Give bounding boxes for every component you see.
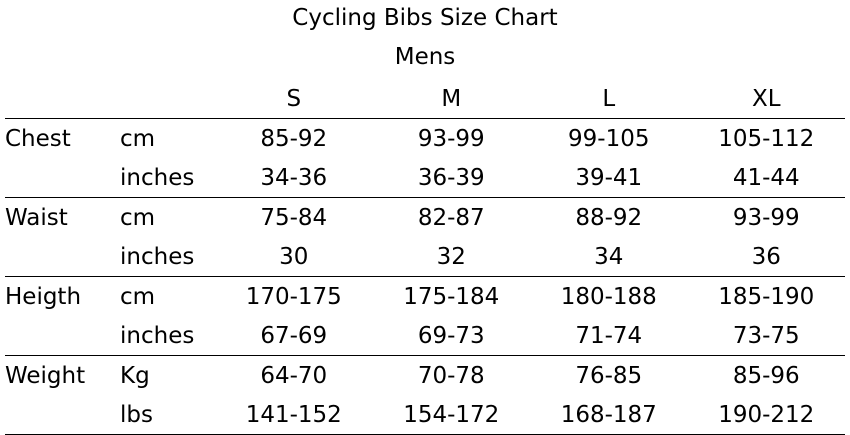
measure-label-weight: Weight	[5, 355, 120, 395]
table-row: Heigth cm 170-175 175-184 180-188 185-19…	[5, 276, 845, 316]
measure-label-chest: Chest	[5, 118, 120, 158]
value-cell: 39-41	[575, 164, 643, 191]
unit-label: cm	[120, 276, 215, 316]
value-cell: 185-190	[687, 276, 845, 316]
value-cell: 170-175	[215, 276, 373, 316]
size-header-l: L	[602, 85, 616, 112]
value-cell: 105-112	[687, 118, 845, 158]
header-blank-cell	[120, 79, 215, 119]
value-cell: 88-92	[530, 197, 688, 237]
unit-label: inches	[120, 164, 195, 191]
unit-label: lbs	[120, 395, 215, 435]
size-header-s: S	[286, 85, 302, 112]
unit-label: inches	[120, 322, 195, 349]
size-table: S M L XL Chest cm 85-92 93-99 99-105 105…	[5, 79, 845, 435]
size-header-row: S M L XL	[5, 79, 845, 119]
table-row: Waist cm 75-84 82-87 88-92 93-99	[5, 197, 845, 237]
unit-label: cm	[120, 118, 215, 158]
measure-label-empty	[5, 395, 120, 435]
measure-label-waist: Waist	[5, 197, 120, 237]
unit-label: inches	[120, 243, 195, 270]
table-row: inches 34-36 36-39 39-41 41-44	[5, 158, 845, 198]
value-cell: 85-92	[215, 118, 373, 158]
value-cell: 30	[279, 243, 309, 270]
table-row: Weight Kg 64-70 70-78 76-85 85-96	[5, 355, 845, 395]
value-cell: 71-74	[575, 322, 643, 349]
value-cell: 34-36	[260, 164, 328, 191]
header-blank-cell	[5, 79, 120, 119]
size-header-xl: XL	[751, 85, 781, 112]
unit-label: Kg	[120, 355, 215, 395]
table-row: inches 67-69 69-73 71-74 73-75	[5, 316, 845, 356]
value-cell: 73-75	[732, 322, 800, 349]
value-cell: 175-184	[372, 276, 530, 316]
value-cell: 180-188	[530, 276, 688, 316]
value-cell: 76-85	[530, 355, 688, 395]
measure-label-empty	[5, 237, 120, 277]
value-cell: 168-187	[530, 395, 688, 435]
value-cell: 93-99	[372, 118, 530, 158]
unit-label: cm	[120, 197, 215, 237]
table-row: inches 30 32 34 36	[5, 237, 845, 277]
value-cell: 85-96	[687, 355, 845, 395]
value-cell: 70-78	[372, 355, 530, 395]
value-cell: 36-39	[417, 164, 485, 191]
value-cell: 93-99	[687, 197, 845, 237]
value-cell: 34	[594, 243, 624, 270]
measure-label-height: Heigth	[5, 276, 120, 316]
size-header-m: M	[441, 85, 462, 112]
table-row: lbs 141-152 154-172 168-187 190-212	[5, 395, 845, 435]
value-cell: 32	[436, 243, 466, 270]
value-cell: 41-44	[732, 164, 800, 191]
table-row: Chest cm 85-92 93-99 99-105 105-112	[5, 118, 845, 158]
value-cell: 75-84	[215, 197, 373, 237]
value-cell: 64-70	[215, 355, 373, 395]
value-cell: 99-105	[530, 118, 688, 158]
chart-subtitle: Mens	[394, 44, 456, 70]
value-cell: 69-73	[417, 322, 485, 349]
value-cell: 82-87	[372, 197, 530, 237]
value-cell: 190-212	[687, 395, 845, 435]
value-cell: 141-152	[215, 395, 373, 435]
chart-title: Cycling Bibs Size Chart	[292, 5, 558, 31]
value-cell: 154-172	[372, 395, 530, 435]
value-cell: 36	[751, 243, 781, 270]
value-cell: 67-69	[260, 322, 328, 349]
measure-label-empty	[5, 316, 120, 356]
measure-label-empty	[5, 158, 120, 198]
